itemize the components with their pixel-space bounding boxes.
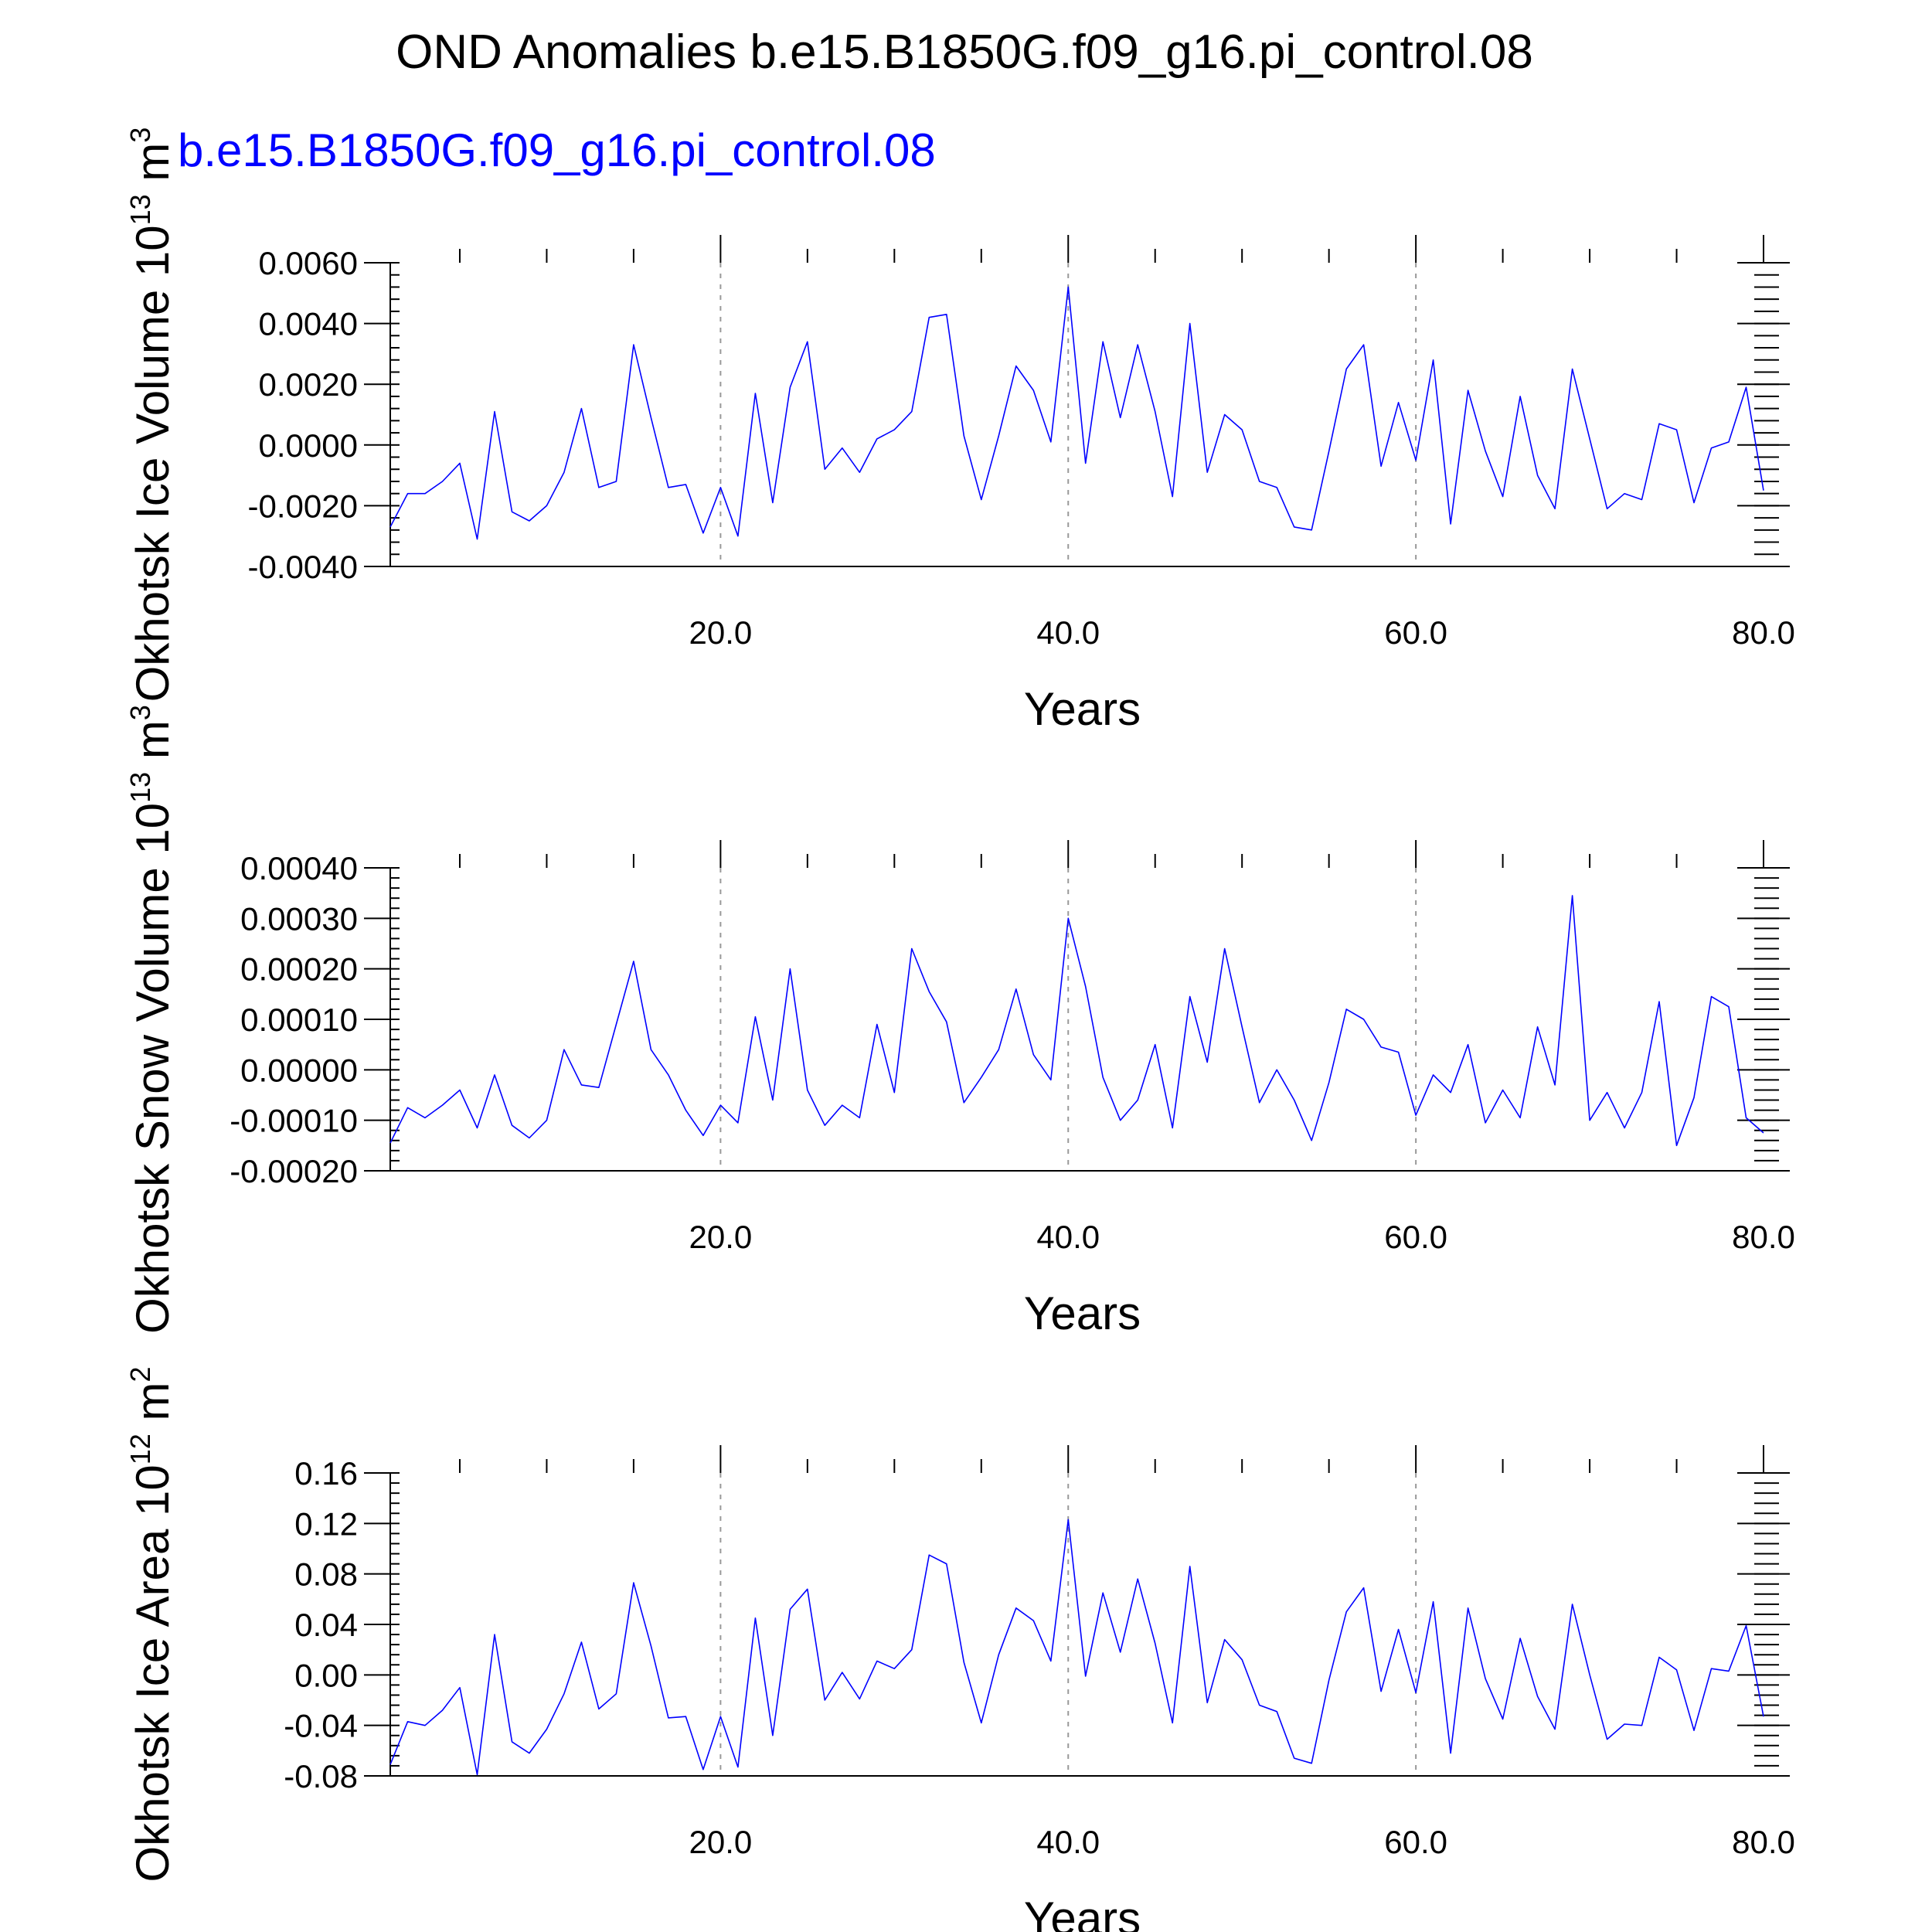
snow-volume-panel: -0.00020 -0.00010 0.00000 0.00010 0.00020 0.0…: [124, 705, 1795, 1339]
y-tick-label: -0.0040: [248, 549, 358, 585]
y-tick-label: 0.00: [294, 1657, 358, 1693]
x-tick-label: 60.0: [1384, 1824, 1447, 1860]
ice-area-panel: -0.08 -0.04 0.00 0.04 0.08 0.12 0.16 20.0 40.0 60…: [124, 1366, 1795, 1932]
case-label: b.e15.B1850G.f09_g16.pi_control.08: [178, 124, 936, 176]
x-axis-title: Years: [1024, 1287, 1141, 1339]
x-tick-label: 40.0: [1036, 614, 1100, 651]
x-tick-label: 60.0: [1384, 1219, 1447, 1255]
x-tick-label: 80.0: [1732, 1824, 1795, 1860]
y-tick-label: 0.00030: [240, 900, 358, 937]
y-tick-label: 0.08: [294, 1556, 358, 1593]
y-tick-label: -0.04: [284, 1708, 358, 1744]
y-tick-label: 0.00010: [240, 1002, 358, 1038]
x-axis-title: Years: [1024, 683, 1141, 735]
y-tick-label: 0.00040: [240, 850, 358, 886]
x-tick-label: 80.0: [1732, 1219, 1795, 1255]
x-axis-title: Years: [1024, 1893, 1141, 1932]
ice-volume-panel: -0.0040 -0.0020 0.0000 0.0020 0.0040 0.0060 20…: [124, 128, 1795, 735]
y-axis-title: Okhotsk Ice Area 1012 m2: [124, 1366, 179, 1882]
y-tick-label: 0.16: [294, 1455, 358, 1492]
figure-title: OND Anomalies b.e15.B1850G.f09_g16.pi_co…: [396, 26, 1533, 79]
y-axis-title: Okhotsk Ice Volume 1013 m3: [124, 128, 179, 702]
series-line-0: [389, 895, 1764, 1147]
x-tick-label: 40.0: [1036, 1824, 1100, 1860]
x-tick-label: 20.0: [689, 1824, 753, 1860]
y-tick-label: 0.0020: [259, 366, 358, 403]
x-tick-label: 20.0: [689, 1219, 753, 1255]
x-tick-label: 20.0: [689, 614, 753, 651]
y-tick-label: 0.0040: [259, 306, 358, 342]
y-tick-label: 0.0000: [259, 427, 358, 464]
series-line-0: [389, 286, 1764, 540]
y-tick-label: 0.00000: [240, 1052, 358, 1088]
y-tick-label: 0.00020: [240, 951, 358, 988]
x-tick-label: 80.0: [1732, 614, 1795, 651]
y-tick-label: -0.0020: [248, 488, 358, 524]
y-axis-title: Okhotsk Snow Volume 1013 m3: [124, 705, 179, 1334]
y-tick-label: -0.00010: [230, 1103, 358, 1139]
y-tick-label: 0.04: [294, 1607, 358, 1643]
y-tick-label: -0.00020: [230, 1153, 358, 1189]
x-tick-label: 40.0: [1036, 1219, 1100, 1255]
y-tick-label: 0.12: [294, 1505, 358, 1542]
series-line-0: [389, 1519, 1764, 1776]
y-tick-label: -0.08: [284, 1758, 358, 1794]
y-tick-label: 0.0060: [259, 245, 358, 281]
x-tick-label: 60.0: [1384, 614, 1447, 651]
